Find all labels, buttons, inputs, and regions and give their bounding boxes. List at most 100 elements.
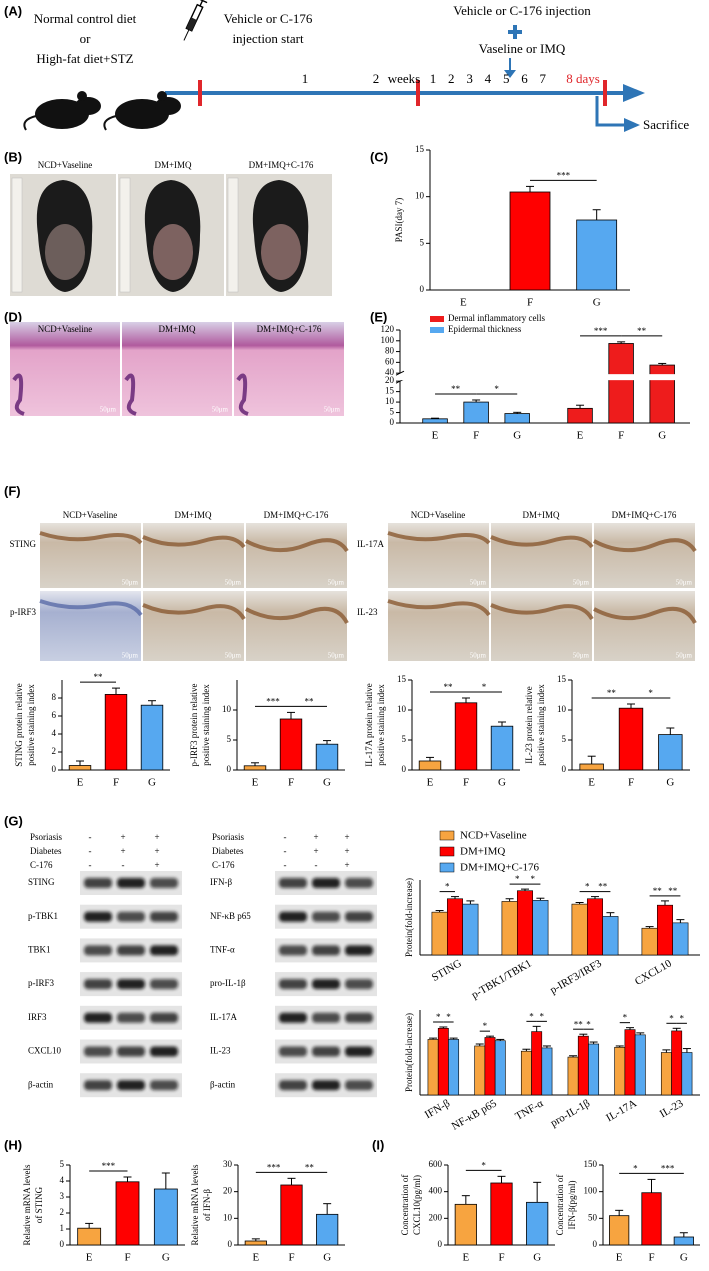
- blot-band: [117, 945, 145, 956]
- x-tick-label: G: [513, 430, 521, 442]
- x-tick-label: E: [77, 777, 84, 789]
- ruler: [227, 177, 239, 293]
- significance-label: ***: [557, 170, 571, 180]
- skin-lesion: [153, 224, 193, 280]
- condition-sign: +: [120, 846, 125, 856]
- legend-swatch: [430, 316, 444, 322]
- x-tick-label: TNF-α: [513, 1097, 545, 1123]
- group-label: NCD+Vaseline: [411, 510, 466, 520]
- blot-label: IRF3: [28, 1012, 47, 1022]
- x-tick-label: G: [533, 1252, 541, 1264]
- significance-label: ***: [661, 1163, 675, 1173]
- bar: [649, 364, 675, 424]
- bar: [672, 922, 689, 956]
- legend-label: DM+IMQ+C-176: [460, 862, 540, 874]
- blot-band: [84, 1012, 112, 1023]
- significance-label: *: [669, 1013, 674, 1023]
- x-tick-label: E: [427, 777, 434, 789]
- blot-label: NF-κB p65: [210, 911, 251, 921]
- legend-swatch: [439, 862, 455, 873]
- panel-label: (E): [370, 309, 387, 324]
- significance-label: **: [668, 886, 678, 896]
- x-tick-label: F: [463, 777, 469, 789]
- western-blots: Psoriasis - + + Diabetes - + + C-176 - - + STING p-TB…: [28, 832, 377, 1098]
- injection-text: Vehicle or C-176 injection: [453, 3, 591, 18]
- bar: [437, 1028, 449, 1096]
- x-tick-label: G: [593, 297, 601, 309]
- scale-bar: 50μm: [676, 579, 693, 587]
- bar: [501, 901, 518, 956]
- y-tick-label: 5: [60, 1159, 65, 1169]
- day-label: 7: [540, 71, 547, 86]
- challenge-text: Vaseline or IMQ: [479, 41, 566, 56]
- panel-label: (I): [372, 1137, 384, 1152]
- bar: [490, 725, 514, 771]
- he-image: [122, 322, 232, 416]
- arrow-head: [623, 84, 645, 102]
- ihc-image: [388, 591, 489, 661]
- y-tick-label: 3: [60, 1191, 65, 1201]
- x-tick-label: p-TBK1/TBK1: [470, 957, 534, 1001]
- y-tick-label: 100: [584, 1186, 598, 1196]
- group-label: NCD+Vaseline: [38, 160, 93, 170]
- scale-bar: 50μm: [573, 579, 590, 587]
- ihc-image: [143, 523, 244, 588]
- y-tick-label: 0: [402, 764, 407, 774]
- bar: [532, 900, 549, 956]
- scale-bar: 50μm: [100, 406, 117, 414]
- bar: [427, 1039, 439, 1096]
- bar: [579, 763, 604, 771]
- blot-band: [150, 878, 178, 888]
- significance-label: *: [515, 874, 520, 884]
- y-tick-label: 0: [227, 764, 232, 774]
- bar: [490, 1182, 513, 1246]
- y-tick-label: 50: [588, 1212, 598, 1222]
- bar: [571, 903, 588, 956]
- significance-label: **: [305, 1162, 315, 1172]
- significance-label: **: [94, 672, 104, 682]
- week-unit: weeks: [388, 71, 421, 86]
- bar: [115, 1181, 140, 1246]
- y-tick-label: 100: [381, 335, 395, 345]
- y-tick-label: 20: [385, 375, 395, 385]
- significance-label: *: [529, 1011, 534, 1021]
- scale-bar: 50μm: [225, 652, 242, 660]
- bar: [602, 916, 619, 956]
- diet-text: or: [80, 31, 92, 46]
- blot-label: TBK1: [28, 944, 51, 954]
- blot-label: p-IRF3: [28, 978, 55, 988]
- y-tick-label: 2: [60, 1207, 65, 1217]
- timeline-tick: [416, 80, 420, 106]
- y-tick-label: 15: [415, 144, 425, 154]
- x-tick-label: E: [460, 297, 467, 309]
- bar: [454, 702, 478, 771]
- group-label: DM+IMQ: [158, 324, 196, 334]
- significance-label: *: [623, 1013, 628, 1023]
- bar: [454, 1203, 477, 1246]
- he-image: [10, 322, 120, 416]
- y-tick-label: 0: [438, 1239, 443, 1249]
- panel-label: (B): [4, 149, 22, 164]
- y-tick-label: 4: [52, 728, 57, 738]
- bar: [504, 413, 530, 424]
- day-label: 3: [466, 71, 473, 86]
- diet-text: High-fat diet+STZ: [36, 51, 133, 66]
- syringe-icon: [183, 0, 208, 41]
- y-axis-label: IL-23 protein relative: [524, 686, 534, 763]
- x-tick-label: F: [473, 430, 479, 442]
- epidermis: [387, 599, 491, 617]
- condition-sign: +: [120, 832, 125, 842]
- day-label: 2: [448, 71, 455, 86]
- arrow-head: [624, 118, 640, 132]
- x-tick-label: NF-κB p65: [450, 1097, 500, 1133]
- bar: [673, 1236, 694, 1246]
- blot-band: [279, 878, 307, 888]
- x-tick-label: IL-17A: [604, 1097, 639, 1124]
- bar: [641, 1192, 662, 1246]
- scale-bar: 50μm: [225, 579, 242, 587]
- y-axis-label: of STING: [34, 1186, 44, 1223]
- bar: [494, 1040, 506, 1096]
- ihc-image: [40, 591, 141, 661]
- blot-band: [345, 1012, 373, 1023]
- bar: [660, 1052, 672, 1096]
